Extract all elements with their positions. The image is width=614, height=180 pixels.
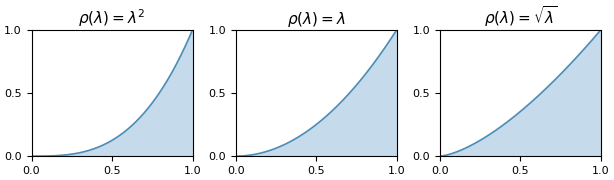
Title: $\rho(\lambda) = \lambda^2$: $\rho(\lambda) = \lambda^2$ (79, 7, 146, 29)
Title: $\rho(\lambda) = \sqrt{\lambda}$: $\rho(\lambda) = \sqrt{\lambda}$ (484, 4, 558, 29)
Title: $\rho(\lambda) = \lambda$: $\rho(\lambda) = \lambda$ (287, 10, 346, 29)
